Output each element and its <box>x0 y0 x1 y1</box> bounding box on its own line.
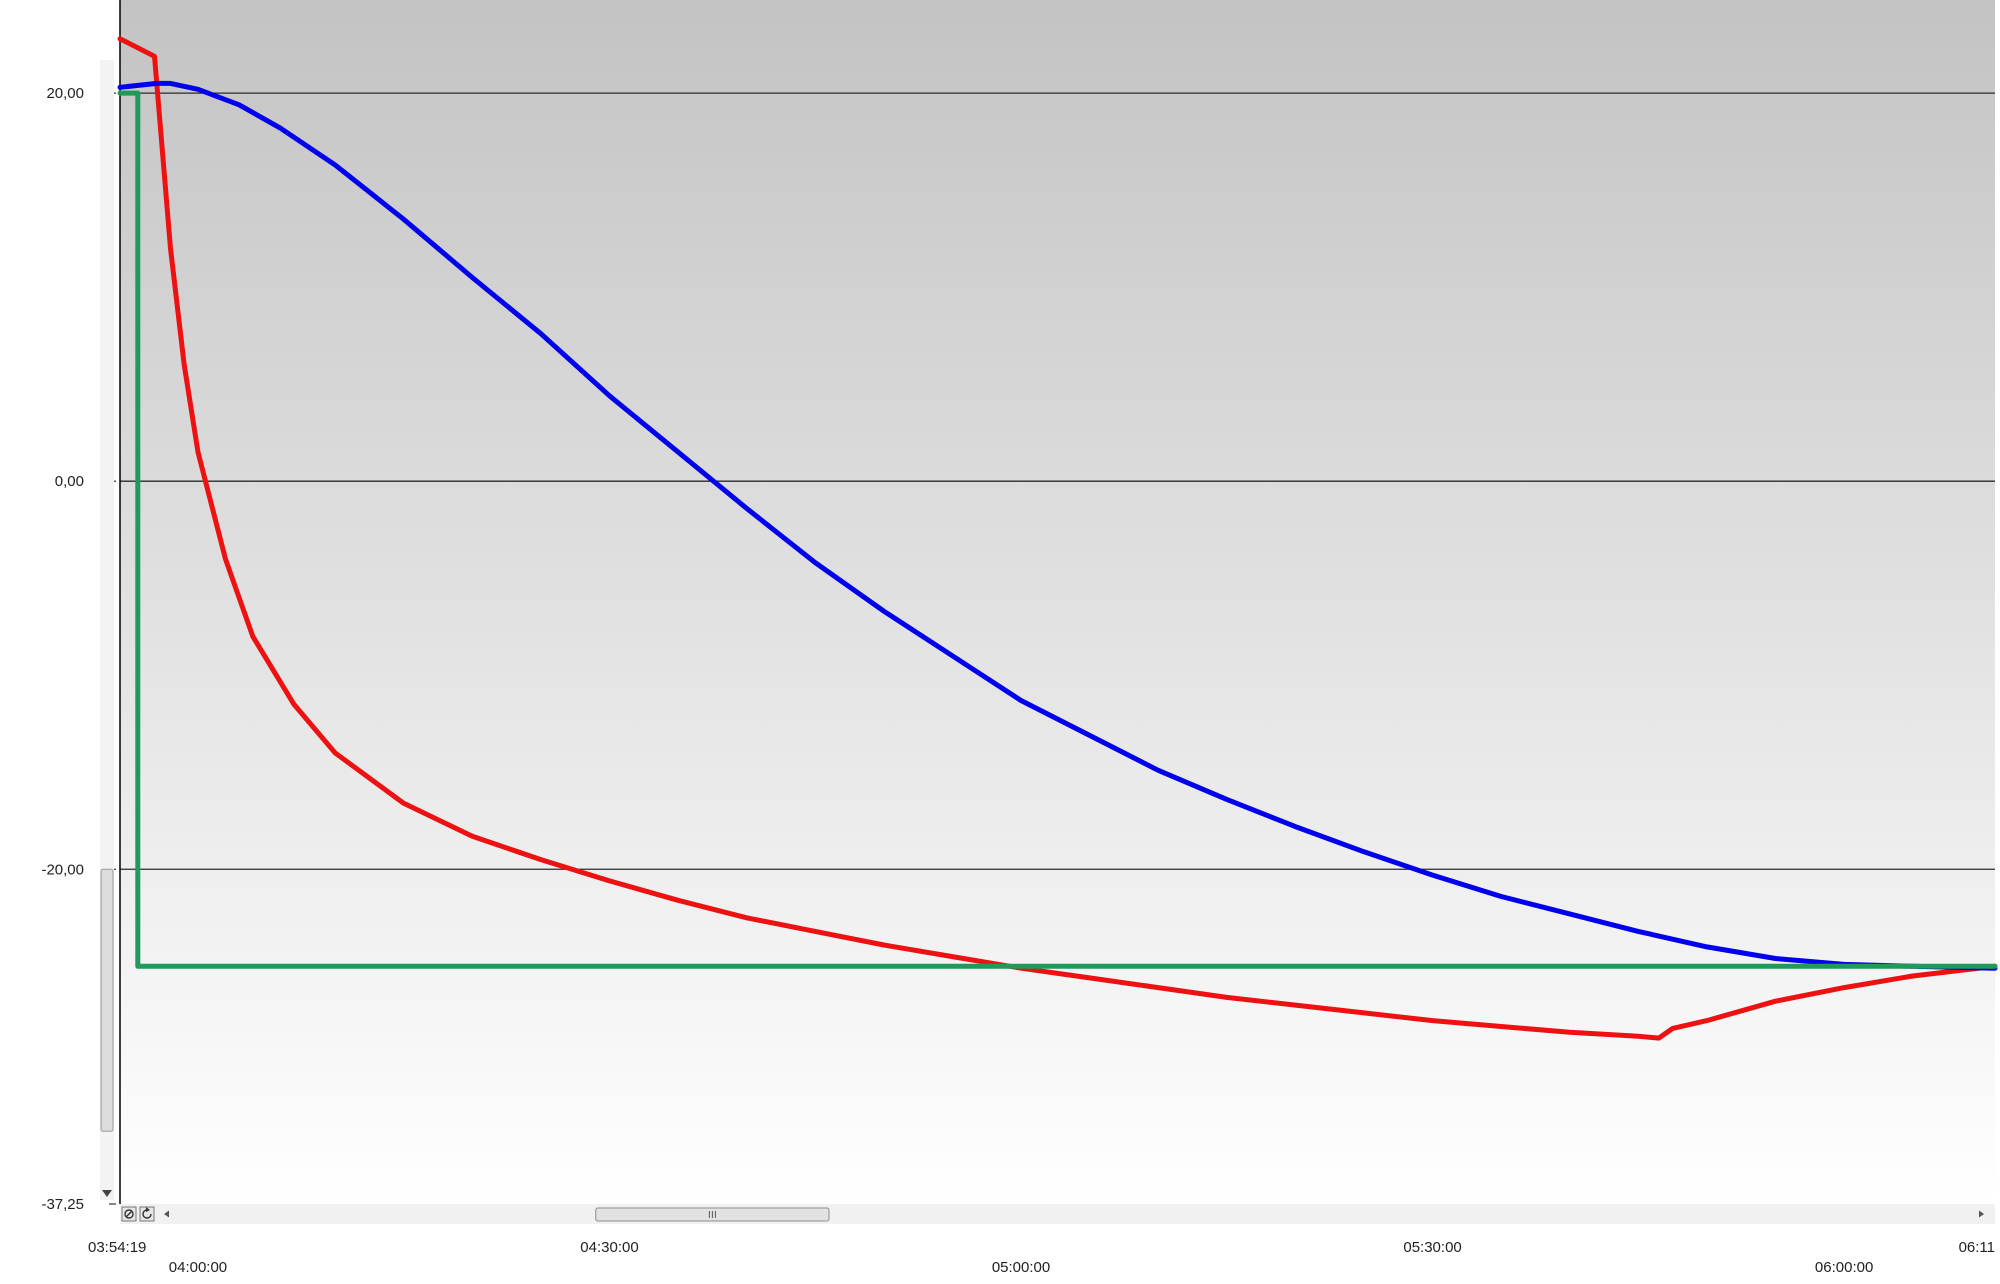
scroll-left-button[interactable] <box>164 1210 169 1218</box>
y-tick-label: -20,00 <box>41 861 84 878</box>
y-tick-label: 20,00 <box>46 85 84 102</box>
series-line-3 <box>117 90 1998 969</box>
y-tick-label: 0,00 <box>55 473 84 490</box>
x-tick-label: 06:00:00 <box>1815 1259 1873 1276</box>
scroll-right-button[interactable] <box>1979 1210 1984 1218</box>
chevron-right-icon <box>1979 1210 1984 1218</box>
x-tick-label: 03:54:19 <box>88 1239 146 1256</box>
x-tick-label: 06:11 <box>1959 1239 1995 1256</box>
zoom-reset-icon <box>124 1209 134 1219</box>
x-tick-label: 04:30:00 <box>580 1239 638 1256</box>
chevron-down-icon <box>102 1190 112 1197</box>
x-scrollbar[interactable] <box>120 1204 1995 1224</box>
refresh-icon <box>142 1207 152 1219</box>
y-scroll-down-button[interactable] <box>102 1190 112 1197</box>
refresh-button[interactable] <box>139 1206 155 1222</box>
x-tick-label: 04:00:00 <box>169 1259 227 1276</box>
chevron-left-icon <box>164 1210 169 1218</box>
x-tick-label: 05:00:00 <box>992 1259 1050 1276</box>
series-line-1 <box>117 36 1998 1041</box>
zoom-reset-button[interactable] <box>121 1206 137 1222</box>
x-axis-ticks: 03:54:19 04:00:00 04:30:00 05:00:00 05:30:00… <box>88 1239 1995 1276</box>
x-tick-label: 05:30:00 <box>1403 1239 1461 1256</box>
series-lines <box>117 36 1998 1041</box>
gridlines <box>120 92 1995 870</box>
y-tick-label: -37,25 <box>41 1196 84 1213</box>
plot-background <box>120 0 1995 1204</box>
x-scrollbar-grip <box>708 1211 716 1218</box>
y-scrollbar[interactable] <box>100 60 114 1200</box>
y-scrollbar-thumb[interactable] <box>100 868 114 1132</box>
series-line-2 <box>117 80 1998 971</box>
